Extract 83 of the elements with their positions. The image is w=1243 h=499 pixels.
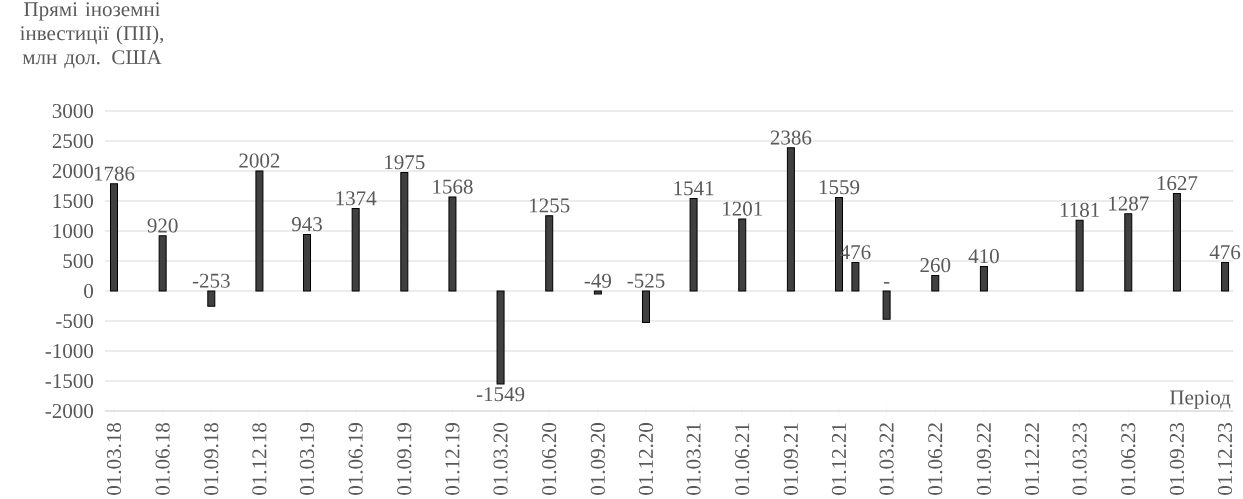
data-label: 476 xyxy=(1209,245,1241,260)
x-tick-label: 01.06.23 xyxy=(1121,423,1136,495)
y-tick-label: 500 xyxy=(63,253,94,269)
data-label: 1374 xyxy=(336,191,377,206)
data-label: 410 xyxy=(968,249,999,264)
x-tick-label: 01.06.19 xyxy=(348,423,363,495)
y-tick-label: -1000 xyxy=(45,343,94,359)
y-tick-label: 1000 xyxy=(53,223,94,239)
x-tick-label: 01.03.22 xyxy=(879,423,894,495)
bar xyxy=(400,172,409,292)
bar xyxy=(545,215,554,292)
x-tick-label: 01.03.21 xyxy=(686,423,701,495)
bar xyxy=(351,208,360,292)
bar xyxy=(448,196,457,292)
data-label: 1559 xyxy=(819,180,860,195)
data-label: -253 xyxy=(192,273,230,288)
y-tick-label: -2000 xyxy=(45,403,94,419)
data-label: - xyxy=(883,282,890,284)
x-tick-label: 01.03.20 xyxy=(493,422,508,495)
bar xyxy=(882,290,891,320)
data-label: -1549 xyxy=(476,387,525,402)
bar xyxy=(689,198,698,292)
data-label: 1568 xyxy=(433,179,473,194)
x-tick-label: 01.09.21 xyxy=(783,423,799,495)
data-label: 2002 xyxy=(239,153,280,168)
y-tick-label: 2500 xyxy=(52,133,94,149)
data-label: -525 xyxy=(627,273,665,288)
y-tick-label: 3000 xyxy=(52,103,94,119)
x-tick-label: 01.06.20 xyxy=(542,422,557,495)
x-tick-label: 01.12.20 xyxy=(638,422,654,495)
data-label: 943 xyxy=(291,217,322,232)
data-label: 1201 xyxy=(723,201,762,216)
x-tick-label: 01.12.23 xyxy=(1217,423,1233,495)
bar xyxy=(1124,213,1133,292)
x-tick-label: 01.06.18 xyxy=(155,422,170,495)
x-tick-label: 01.09.20 xyxy=(590,422,605,495)
data-label: 1287 xyxy=(1109,196,1149,211)
data-label: 2386 xyxy=(770,130,812,145)
bar xyxy=(786,147,795,292)
bar xyxy=(158,235,167,292)
x-tick-label: 01.03.19 xyxy=(299,423,315,495)
x-tick-label: 01.12.21 xyxy=(831,423,847,495)
y-tick-label: 2000 xyxy=(52,163,94,179)
bar xyxy=(641,290,650,323)
x-tick-label: 01.09.19 xyxy=(397,423,412,495)
data-label: -49 xyxy=(584,273,612,288)
data-label: 1975 xyxy=(385,155,425,170)
y-tick-label: -500 xyxy=(56,313,94,329)
x-tick-label: 01.12.19 xyxy=(445,423,460,495)
bar xyxy=(255,170,264,292)
bar xyxy=(496,290,505,385)
x-tick-label: 01.09.23 xyxy=(1169,423,1185,495)
y-tick-label: 1500 xyxy=(53,193,94,209)
bar xyxy=(738,218,747,292)
bar xyxy=(931,274,940,292)
y-tick-label: -1500 xyxy=(45,373,94,389)
x-axis-title: Період xyxy=(1170,390,1231,409)
data-label: 1786 xyxy=(94,166,135,181)
bar xyxy=(851,261,860,292)
bar xyxy=(207,290,216,307)
x-tick-label: 01.06.21 xyxy=(735,423,750,495)
x-tick-label: 01.03.18 xyxy=(106,422,122,495)
x-tick-label: 01.09.18 xyxy=(204,422,219,495)
bar xyxy=(1221,261,1230,292)
y-axis-title: Прямі іноземні інвестиції (ПІІ), млн дол. США xyxy=(20,2,164,69)
x-tick-label: 01.09.22 xyxy=(976,423,992,495)
bar xyxy=(593,290,602,295)
bar xyxy=(109,183,118,292)
x-tick-label: 01.12.22 xyxy=(1024,423,1040,495)
y-tick-label: 0 xyxy=(84,283,94,299)
data-label: 1541 xyxy=(674,181,714,196)
bar xyxy=(303,233,312,292)
data-label: 1255 xyxy=(530,198,570,213)
data-label: 260 xyxy=(920,258,951,273)
x-tick-label: 01.03.23 xyxy=(1072,423,1087,495)
bar xyxy=(1075,219,1084,292)
data-label: 1627 xyxy=(1157,176,1198,191)
bar xyxy=(979,265,988,292)
bar xyxy=(1172,192,1181,292)
data-label: 920 xyxy=(147,218,178,233)
x-tick-label: 01.12.18 xyxy=(252,422,267,495)
data-label: 1181 xyxy=(1060,202,1099,217)
x-tick-label: 01.06.22 xyxy=(928,423,943,495)
